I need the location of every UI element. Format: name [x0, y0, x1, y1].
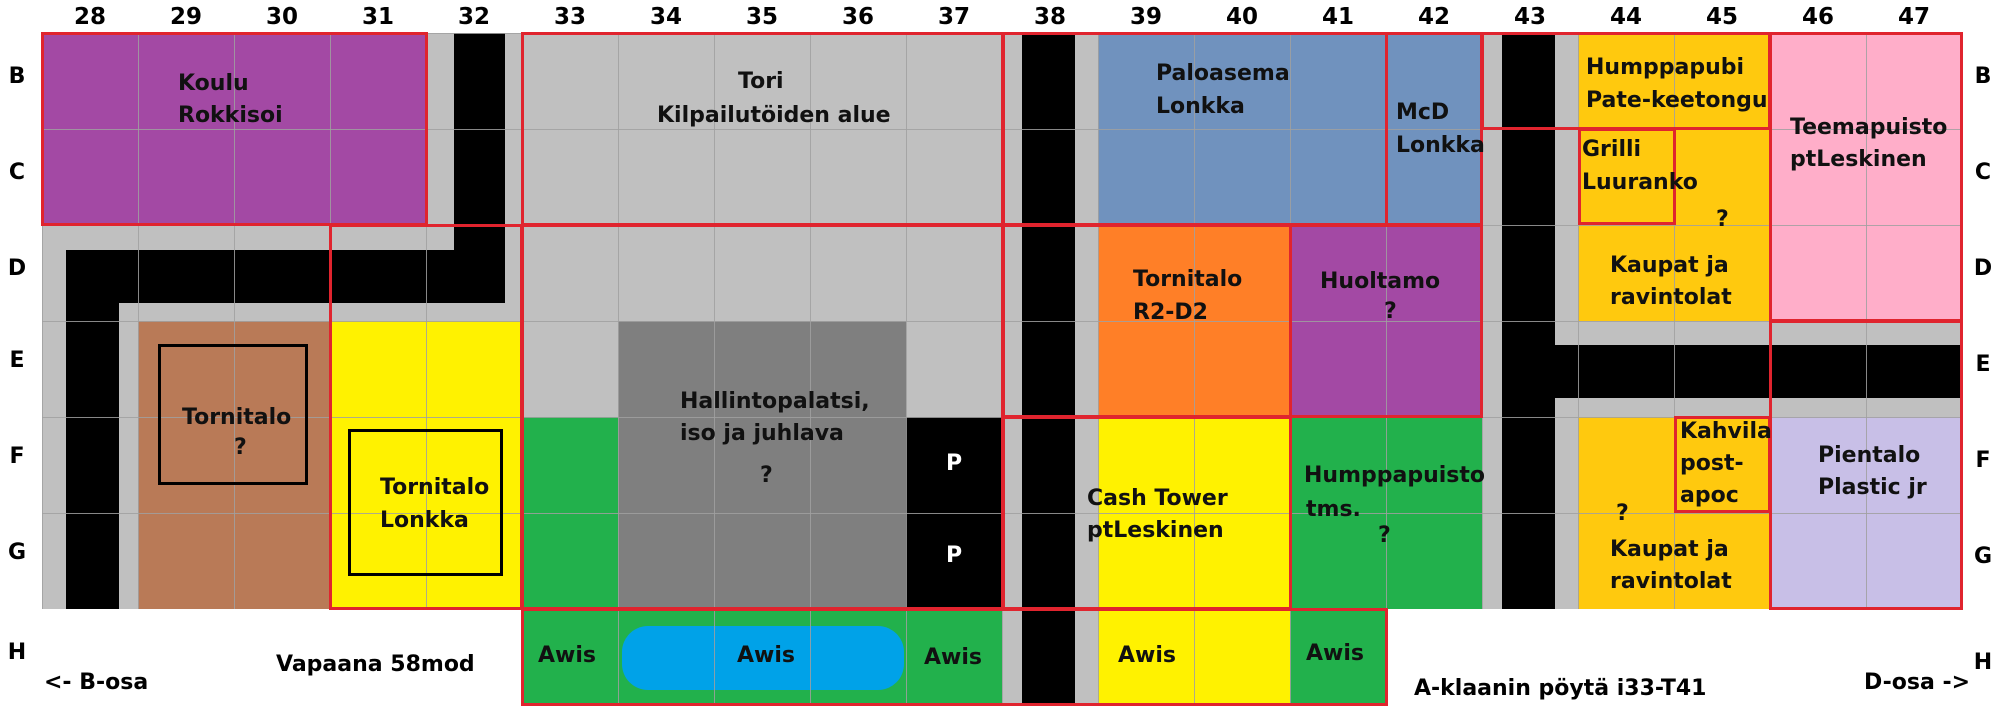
- label-r2d2-1: Tornitalo: [1133, 267, 1243, 292]
- col-header-30: 30: [265, 4, 298, 30]
- row-label-c: C: [8, 160, 26, 185]
- label-humppapubi-1: Humppapubi: [1586, 55, 1745, 80]
- col-header-39: 39: [1129, 4, 1162, 30]
- label-kahvila-1: Kahvila: [1680, 419, 1772, 444]
- label-tornitalo-lonkka-2: Lonkka: [380, 508, 469, 533]
- row-label-g: G: [7, 540, 27, 565]
- label-huoltamo-2: ?: [1384, 299, 1397, 324]
- col-header-44: 44: [1609, 4, 1642, 30]
- row-label-d: D: [7, 256, 27, 281]
- label-parking-1: P: [946, 451, 963, 476]
- road-col28-vertical: [66, 250, 119, 609]
- col-header-31: 31: [361, 4, 394, 30]
- label-awis-5: Awis: [1306, 641, 1364, 666]
- label-awis-1: Awis: [538, 643, 596, 668]
- area-tornitalo-lonkka[interactable]: [330, 321, 522, 609]
- label-kaupat-bottom-2: ravintolat: [1610, 569, 1732, 594]
- road-col38-vertical: [1022, 33, 1075, 705]
- label-kahvila-2: post-: [1680, 451, 1744, 476]
- label-mcd-1: McD: [1396, 100, 1450, 125]
- col-header-36: 36: [841, 4, 874, 30]
- road-row-e-horizontal: [1502, 345, 1962, 398]
- label-paloasema-1: Paloasema: [1156, 61, 1290, 86]
- label-humppapuisto-1: Humppapuisto: [1304, 463, 1486, 488]
- row-label-b: B: [1974, 64, 1992, 89]
- col-header-32: 32: [457, 4, 490, 30]
- col-header-45: 45: [1705, 4, 1738, 30]
- label-vapaana: Vapaana 58mod: [276, 652, 475, 677]
- col-header-37: 37: [937, 4, 970, 30]
- label-mcd-2: Lonkka: [1396, 133, 1485, 158]
- row-label-f: F: [1975, 448, 1991, 473]
- label-kaupat-bottom-1: Kaupat ja: [1610, 537, 1729, 562]
- col-header-29: 29: [169, 4, 202, 30]
- label-cash-tower-2: ptLeskinen: [1087, 518, 1224, 543]
- label-teemapuisto-1: Teemapuisto: [1790, 115, 1948, 140]
- label-paloasema-2: Lonkka: [1156, 94, 1245, 119]
- label-parking-2: P: [946, 543, 963, 568]
- area-teemapuisto[interactable]: [1770, 33, 1962, 321]
- row-label-d: D: [1973, 256, 1993, 281]
- label-humppapuisto-3: ?: [1378, 523, 1391, 548]
- label-pientalo-2: Plastic jr: [1818, 475, 1927, 500]
- col-header-40: 40: [1225, 4, 1258, 30]
- label-grilli-1: Grilli: [1582, 137, 1642, 162]
- col-header-35: 35: [745, 4, 778, 30]
- label-humppapubi-2: Pate-keetongu: [1586, 88, 1768, 113]
- col-header-28: 28: [73, 4, 106, 30]
- row-label-h: H: [7, 640, 27, 665]
- road-col43-vertical: [1502, 33, 1555, 609]
- road-row-d-horizontal: [66, 250, 505, 303]
- label-grilli-question: ?: [1716, 207, 1729, 232]
- row-label-e: E: [9, 348, 25, 373]
- link-b-osa: <- B-osa: [44, 670, 149, 695]
- col-header-33: 33: [553, 4, 586, 30]
- col-header-47: 47: [1897, 4, 1930, 30]
- label-tori-2: Kilpailutöiden alue: [657, 103, 891, 128]
- col-header-38: 38: [1033, 4, 1066, 30]
- label-awis-2: Awis: [737, 643, 795, 668]
- area-green-col33: [522, 417, 618, 609]
- col-header-41: 41: [1321, 4, 1354, 30]
- row-label-f: F: [9, 444, 25, 469]
- label-tori-1: Tori: [738, 69, 784, 94]
- label-hallintopalatsi-2: iso ja juhlava: [680, 421, 844, 446]
- row-label-b: B: [8, 64, 26, 89]
- row-label-e: E: [1975, 352, 1991, 377]
- col-header-43: 43: [1513, 4, 1546, 30]
- road-col38-h: [1022, 609, 1075, 705]
- label-kahvila-3: apoc: [1680, 483, 1739, 508]
- label-r2d2-2: R2-D2: [1133, 300, 1208, 325]
- label-hallintopalatsi-3: ?: [760, 463, 773, 488]
- label-humppapuisto-2: tms.: [1306, 497, 1361, 522]
- area-mcd[interactable]: [1386, 33, 1482, 225]
- label-hallintopalatsi-1: Hallintopalatsi,: [680, 389, 870, 414]
- label-huoltamo-1: Huoltamo: [1320, 269, 1441, 294]
- label-grilli-2: Luuranko: [1582, 170, 1698, 195]
- link-d-osa: D-osa ->: [1864, 670, 1971, 695]
- label-koulu-1: Koulu: [178, 71, 249, 96]
- label-teemapuisto-2: ptLeskinen: [1790, 147, 1927, 172]
- col-header-34: 34: [649, 4, 682, 30]
- label-tornitalo-brown-2: ?: [234, 435, 247, 460]
- row-label-g: G: [1973, 544, 1993, 569]
- label-a-klaani: A-klaanin pöytä i33-T41: [1414, 676, 1707, 701]
- area-parking[interactable]: [906, 417, 1002, 609]
- row-label-h: H: [1973, 650, 1993, 675]
- label-koulu-2: Rokkisoi: [178, 103, 283, 128]
- label-cash-tower-1: Cash Tower: [1087, 486, 1228, 511]
- label-kaupat-top-2: ravintolat: [1610, 285, 1732, 310]
- col-header-42: 42: [1417, 4, 1450, 30]
- label-tornitalo-brown-1: Tornitalo: [182, 405, 292, 430]
- label-awis-3: Awis: [924, 645, 982, 670]
- label-kaupat-bottom-q: ?: [1616, 501, 1629, 526]
- row-label-c: C: [1974, 160, 1992, 185]
- area-tornitalo-brown[interactable]: [138, 321, 330, 609]
- col-header-46: 46: [1801, 4, 1834, 30]
- label-kaupat-top-1: Kaupat ja: [1610, 253, 1729, 278]
- label-tornitalo-lonkka-1: Tornitalo: [380, 475, 490, 500]
- label-awis-4: Awis: [1118, 643, 1176, 668]
- label-pientalo-1: Pientalo: [1818, 443, 1921, 468]
